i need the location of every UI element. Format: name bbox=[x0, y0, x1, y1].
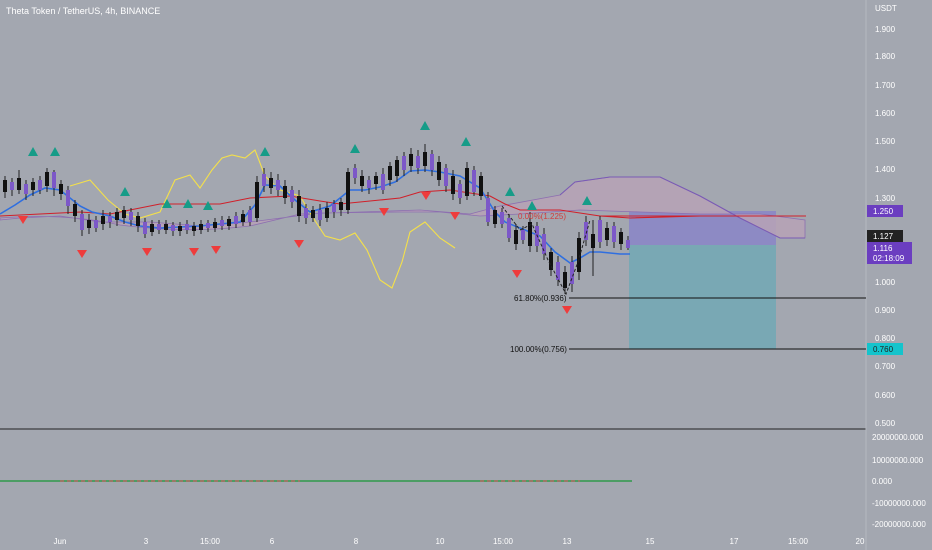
price-tick-label: 0.700 bbox=[875, 362, 896, 371]
triangle-down-icon bbox=[77, 250, 87, 258]
stop-price-text: 0.760 bbox=[873, 345, 894, 354]
current-price-badge bbox=[867, 242, 912, 264]
triangle-down-icon bbox=[512, 270, 522, 278]
price-tick-label: 1.300 bbox=[875, 194, 896, 203]
triangle-down-icon bbox=[142, 248, 152, 256]
signal-up-markers bbox=[28, 121, 592, 210]
triangle-down-icon bbox=[294, 240, 304, 248]
stop-price-badge bbox=[867, 343, 903, 355]
triangle-up-icon bbox=[527, 201, 537, 210]
volume-tick-label: 10000000.000 bbox=[872, 456, 924, 465]
triangle-down-icon bbox=[211, 246, 221, 254]
fib-100-label: 100.00%(0.756) bbox=[510, 345, 567, 354]
time-tick-label: 17 bbox=[730, 537, 739, 546]
price-tick-label: 0.500 bbox=[875, 419, 896, 428]
triangle-up-icon bbox=[28, 147, 38, 156]
zigzag-pattern bbox=[501, 205, 591, 296]
triangle-down-icon bbox=[450, 212, 460, 220]
price-tick-label: 0.600 bbox=[875, 391, 896, 400]
current-price-text: 1.116 bbox=[873, 244, 893, 253]
target-price-text: 1.250 bbox=[873, 207, 894, 216]
time-tick-label: 20 bbox=[856, 537, 865, 546]
price-tick-label: 1.000 bbox=[875, 278, 896, 287]
time-tick-label: 8 bbox=[354, 537, 359, 546]
fib-0-label: 0.00%(1.225) bbox=[518, 212, 566, 221]
price-tick-label: 1.600 bbox=[875, 109, 896, 118]
triangle-down-icon bbox=[18, 216, 28, 224]
fib-618-label: 61.80%(0.936) bbox=[514, 294, 567, 303]
last-price-text: 1.127 bbox=[873, 232, 894, 241]
price-tick-label: 1.800 bbox=[875, 52, 896, 61]
price-axis-ticks[interactable]: 1.900 1.800 1.700 1.600 1.500 1.400 1.300 1.000… bbox=[875, 25, 896, 428]
triangle-up-icon bbox=[183, 199, 193, 208]
price-tick-label: 1.700 bbox=[875, 81, 896, 90]
volume-tick-label: 20000000.000 bbox=[872, 433, 924, 442]
candles bbox=[3, 144, 630, 294]
triangle-up-icon bbox=[50, 147, 60, 156]
time-tick-label: 6 bbox=[270, 537, 275, 546]
volume-axis-ticks[interactable]: 20000000.000 10000000.000 0.000 -10000000.0… bbox=[872, 433, 926, 529]
triangle-up-icon bbox=[350, 144, 360, 153]
price-tick-label: 0.800 bbox=[875, 334, 896, 343]
time-tick-label: Jun bbox=[54, 537, 67, 546]
triangle-up-icon bbox=[162, 199, 172, 208]
time-tick-label: 13 bbox=[563, 537, 572, 546]
triangle-down-icon bbox=[562, 306, 572, 314]
cloud-upper-edge bbox=[559, 176, 805, 239]
time-tick-label: 3 bbox=[144, 537, 149, 546]
time-tick-label: 10 bbox=[436, 537, 445, 546]
triangle-down-icon bbox=[189, 248, 199, 256]
triangle-up-icon bbox=[505, 187, 515, 196]
triangle-up-icon bbox=[260, 147, 270, 156]
triangle-up-icon bbox=[461, 137, 471, 146]
loss-zone[interactable] bbox=[629, 245, 776, 349]
time-tick-label: 15 bbox=[646, 537, 655, 546]
triangle-down-icon bbox=[379, 208, 389, 216]
volume-tick-label: -20000000.000 bbox=[872, 520, 926, 529]
triangle-up-icon bbox=[203, 201, 213, 210]
price-axis-unit: USDT bbox=[875, 4, 897, 13]
time-axis-ticks[interactable]: Jun 3 15:00 6 8 10 15:00 13 15 17 15:00 20 bbox=[54, 537, 865, 546]
bar-countdown-text: 02:18:09 bbox=[873, 254, 905, 263]
time-tick-label: 15:00 bbox=[788, 537, 809, 546]
triangle-up-icon bbox=[420, 121, 430, 130]
price-tick-label: 1.400 bbox=[875, 165, 896, 174]
volume-tick-label: -10000000.000 bbox=[872, 499, 926, 508]
triangle-down-icon bbox=[421, 192, 431, 200]
target-price-badge bbox=[867, 205, 903, 217]
price-tick-label: 1.900 bbox=[875, 25, 896, 34]
time-tick-label: 15:00 bbox=[493, 537, 514, 546]
time-tick-label: 15:00 bbox=[200, 537, 221, 546]
last-price-badge bbox=[867, 230, 903, 242]
volume-tick-label: 0.000 bbox=[872, 477, 893, 486]
symbol-title[interactable]: Theta Token / TetherUS, 4h, BINANCE bbox=[6, 6, 161, 16]
signal-down-markers bbox=[18, 192, 572, 314]
triangle-up-icon bbox=[120, 187, 130, 196]
triangle-up-icon bbox=[582, 196, 592, 205]
price-tick-label: 1.500 bbox=[875, 137, 896, 146]
price-tick-label: 0.900 bbox=[875, 306, 896, 315]
